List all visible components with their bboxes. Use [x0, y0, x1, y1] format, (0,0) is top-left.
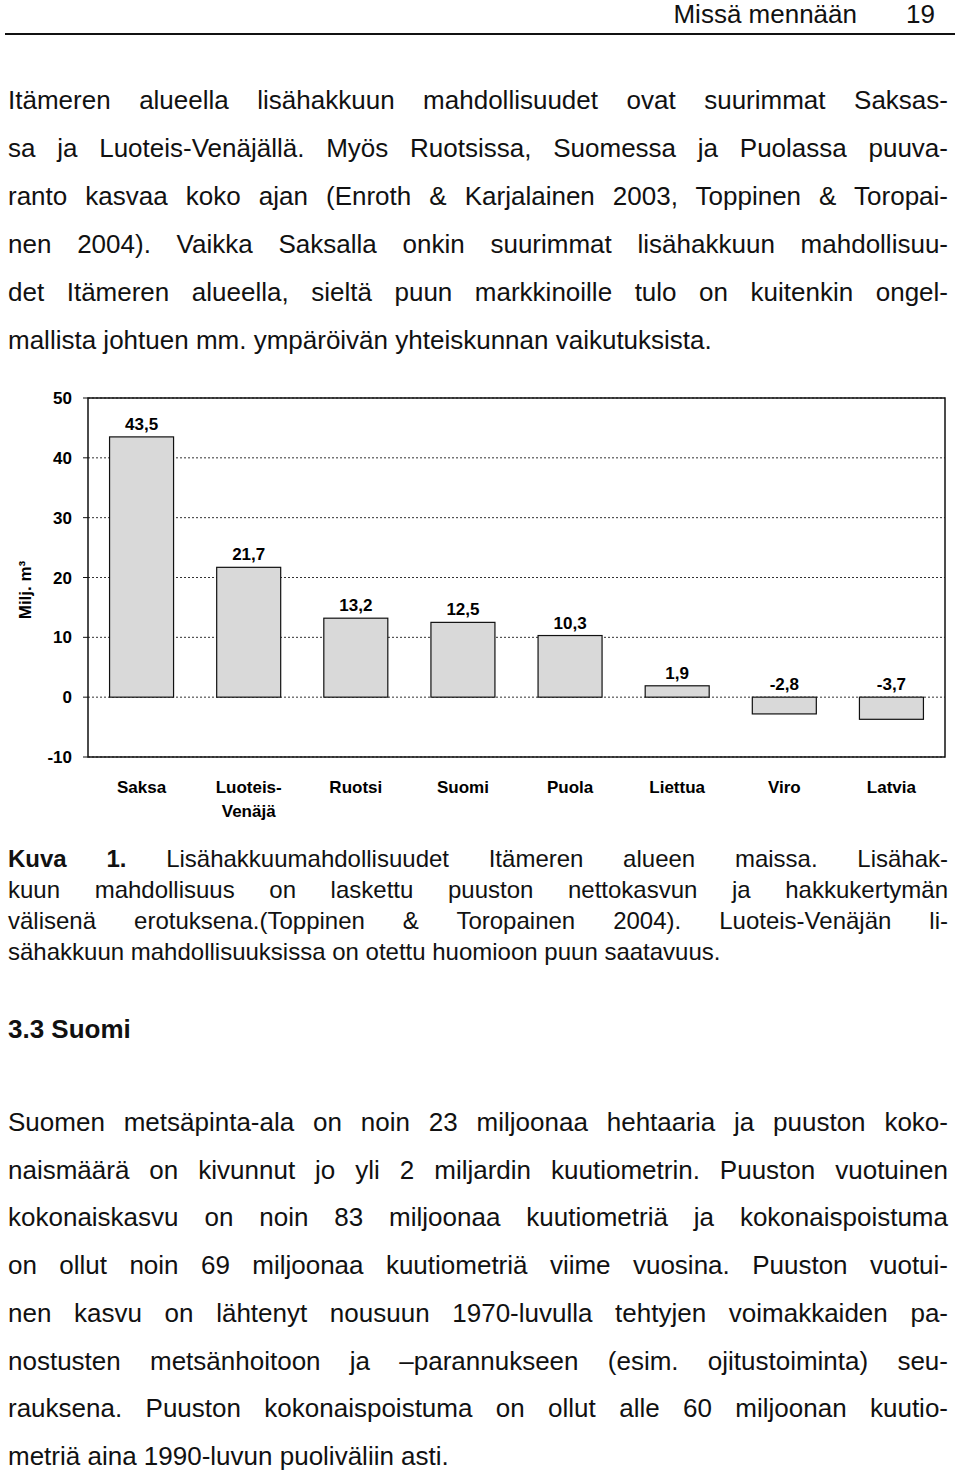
bar [324, 618, 388, 697]
paragraph-line: nostusten metsänhoitoon ja –parannukseen… [8, 1338, 948, 1386]
category-label: Suomi [437, 778, 489, 797]
header-title: Missä mennään [673, 0, 857, 28]
category-label: Latvia [867, 778, 917, 797]
category-label: Viro [768, 778, 801, 797]
header-rule [5, 33, 955, 35]
tick-label: 30 [53, 509, 72, 528]
bar [431, 622, 495, 697]
data-label: 12,5 [446, 600, 479, 619]
bars [110, 437, 924, 719]
paragraph-line: mallista johtuen mm. ympäröivän yhteisku… [8, 316, 948, 364]
data-label: 43,5 [125, 415, 158, 434]
tick-label: 0 [63, 688, 72, 707]
caption-text: Lisähakkuumahdollisuudet Itämeren alueen… [166, 845, 948, 872]
bar [859, 697, 923, 719]
tick-label: 20 [53, 569, 72, 588]
paragraph-line: Suomen metsäpinta-ala on noin 23 miljoon… [8, 1099, 948, 1147]
data-label: 10,3 [554, 614, 587, 633]
page-number: 19 [906, 0, 935, 28]
paragraph-line: ranto kasvaa koko ajan (Enroth & Karjala… [8, 172, 948, 220]
paragraph-line: nen 2004). Vaikka Saksalla onkin suurimm… [8, 220, 948, 268]
category-label: Ruotsi [329, 778, 382, 797]
category-label: Puola [547, 778, 594, 797]
grid-line [88, 517, 945, 518]
tick-label: 50 [53, 389, 72, 408]
paragraph-line: rauksena. Puuston kokonaispoistuma on ol… [8, 1385, 948, 1433]
category-label: Liettua [649, 778, 705, 797]
tick-label: 10 [53, 628, 72, 647]
data-label: -2,8 [770, 675, 799, 694]
paragraph-line: det Itämeren alueella, sieltä puun markk… [8, 268, 948, 316]
data-label: 21,7 [232, 545, 265, 564]
data-label: 1,9 [665, 664, 689, 683]
axis-label: Milj. m³ [16, 560, 35, 619]
bar [752, 697, 816, 714]
bar [538, 636, 602, 698]
category-label: Saksa [117, 778, 167, 797]
caption-line: Kuva 1. Lisähakkuumahdollisuudet Itämere… [8, 843, 948, 874]
paragraph-line: on ollut noin 69 miljoonaa kuutiometriä … [8, 1242, 948, 1290]
caption-line: kuun mahdollisuus on laskettu puuston ne… [8, 874, 948, 905]
section-heading: 3.3 Suomi [8, 1013, 131, 1045]
bar [217, 567, 281, 697]
bar [645, 686, 709, 697]
data-label: 13,2 [339, 596, 372, 615]
category-label: Luoteis-Venäjä [216, 778, 282, 821]
caption-label: Kuva 1. [8, 845, 126, 872]
paragraph-line: naismäärä on kivunnut jo yli 2 miljardin… [8, 1147, 948, 1195]
paragraph-line: Itämeren alueella lisähakkuun mahdollisu… [8, 76, 948, 124]
paragraph-line: sa ja Luoteis-Venäjällä. Myös Ruotsissa,… [8, 124, 948, 172]
paragraph-line: nen kasvu on lähtenyt nousuun 1970-luvul… [8, 1290, 948, 1338]
tick-label: 40 [53, 449, 72, 468]
caption-line: välisenä erotuksena.(Toppinen & Toropain… [8, 905, 948, 936]
caption-line: sähakkuun mahdollisuuksissa on otettu hu… [8, 936, 948, 967]
paragraph-line: kokonaiskasvu on noin 83 miljoonaa kuuti… [8, 1194, 948, 1242]
plot-frame [88, 398, 945, 757]
data-label: -3,7 [877, 675, 906, 694]
tick-label: -10 [47, 748, 72, 767]
grid-line [88, 457, 945, 458]
paragraph-line: metriä aina 1990-luvun puoliväliin asti. [8, 1433, 948, 1474]
bar [110, 437, 174, 697]
